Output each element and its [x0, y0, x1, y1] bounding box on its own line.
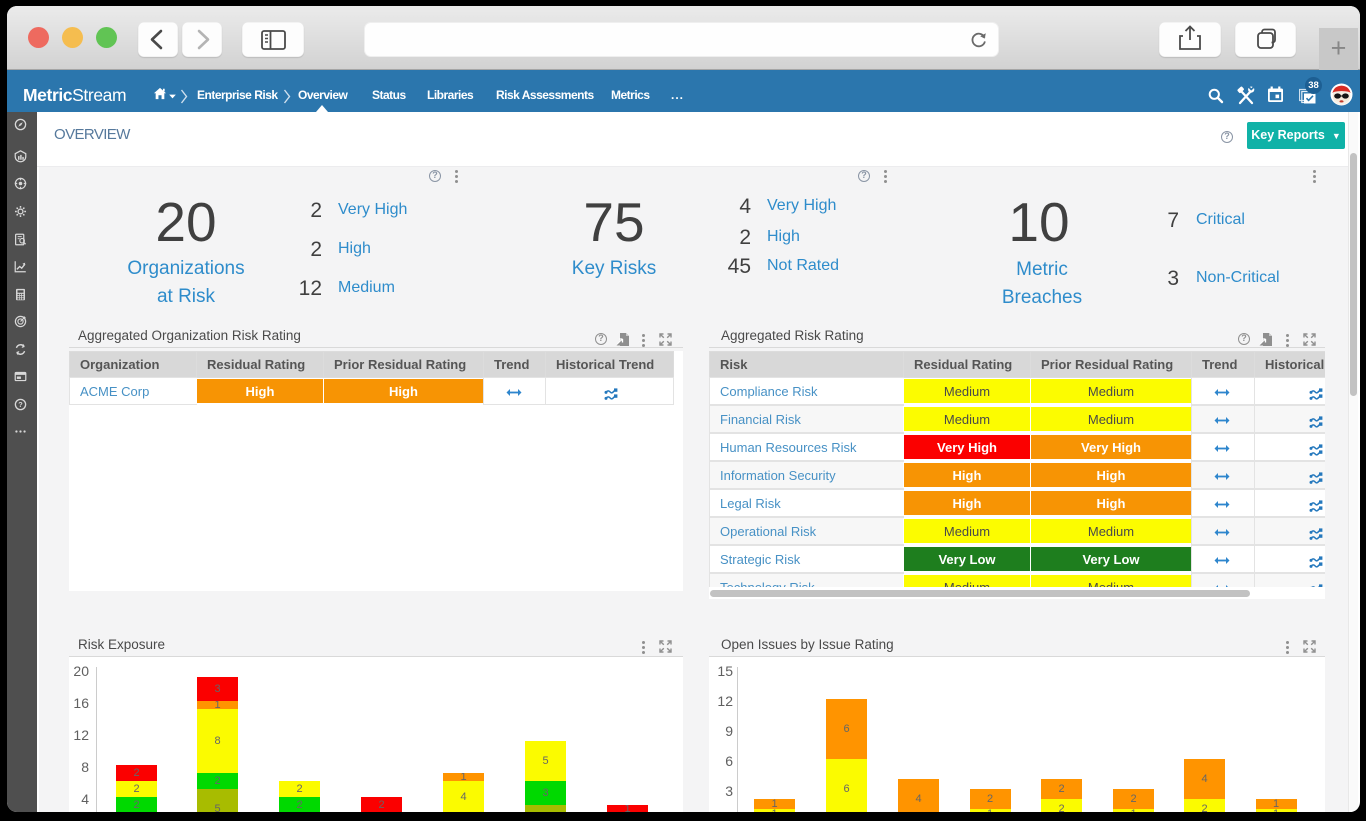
- svg-text:?: ?: [18, 400, 23, 409]
